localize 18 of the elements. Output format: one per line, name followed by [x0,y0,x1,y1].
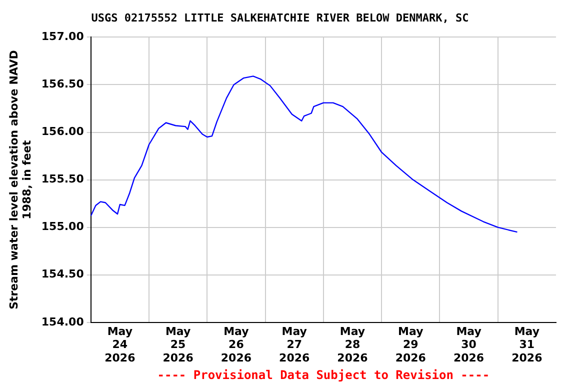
x-tick-label: May 28 2026 [337,324,368,364]
x-tick-label: May 30 2026 [453,324,484,364]
y-tick-label: 155.00 [41,220,84,234]
x-tick-label: May 31 2026 [512,324,543,364]
y-tick-label: 157.00 [41,30,84,44]
y-axis-title: Stream water level elevation above NAVD 1988, in feet [7,50,34,310]
text: ---- Provisional Data Subject to Revision ---- [157,368,490,382]
y-tick-label: 154.50 [41,268,84,281]
y-tick-label: 155.50 [41,172,84,186]
y-tick-label: 156.50 [41,78,84,91]
x-tick-label: May 25 2026 [162,324,194,364]
x-tick-label: May 24 2026 [104,324,136,364]
x-tick-label: May 26 2026 [220,324,252,364]
y-tick-label: 154.00 [41,315,84,328]
x-tick-label: May 27 2026 [279,324,310,364]
chart-title: USGS 02175552 LITTLE SALKEHATCHIE RIVER BELOW DENMARK, SC [91,11,469,24]
y-tick-label: 156.00 [41,125,84,138]
x-tick-label: May 29 2026 [395,324,426,364]
